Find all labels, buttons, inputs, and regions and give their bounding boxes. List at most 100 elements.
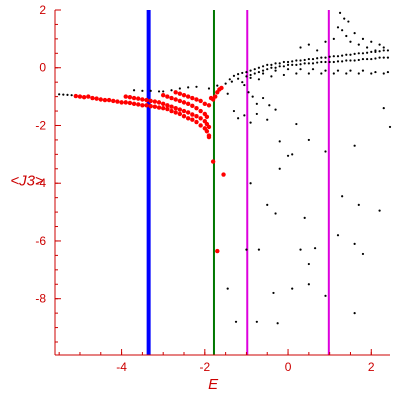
data-point [152, 99, 158, 104]
data-point [274, 62, 277, 65]
data-point [249, 73, 252, 77]
data-point [237, 72, 240, 76]
data-point [299, 63, 302, 66]
data-point [349, 69, 352, 72]
data-point [141, 89, 144, 92]
data-point [215, 248, 220, 254]
data-point [152, 104, 158, 109]
data-point [349, 59, 352, 62]
data-point [378, 209, 381, 212]
data-point [198, 98, 203, 104]
data-point [123, 94, 128, 99]
data-point [266, 63, 269, 66]
data-point [316, 49, 319, 52]
data-point [181, 92, 187, 98]
data-point [336, 234, 340, 237]
data-point [357, 43, 360, 46]
y-tick-label: -4 [35, 176, 46, 190]
data-point [274, 212, 277, 215]
data-point [181, 100, 187, 105]
data-point [357, 203, 360, 206]
data-point [249, 69, 252, 72]
data-point [266, 118, 269, 121]
data-point [261, 65, 265, 68]
data-point [311, 57, 315, 61]
data-point [241, 81, 244, 84]
data-point [361, 57, 365, 61]
data-point [257, 70, 261, 74]
data-point [282, 73, 285, 77]
data-point [286, 63, 290, 66]
data-point [255, 320, 258, 323]
data-point [349, 53, 352, 56]
data-point [156, 105, 162, 110]
data-point [160, 105, 166, 111]
data-point [131, 101, 137, 107]
data-point [245, 70, 248, 74]
data-point [173, 110, 178, 115]
data-point [341, 54, 344, 57]
data-point [194, 119, 199, 125]
data-point [370, 72, 373, 75]
data-point [324, 69, 327, 72]
data-point [251, 95, 254, 98]
data-point [347, 20, 350, 23]
data-point [307, 138, 310, 142]
data-point [324, 150, 327, 153]
data-point [190, 112, 195, 117]
data-point [177, 111, 183, 117]
data-point [194, 114, 199, 119]
data-point [207, 87, 211, 90]
data-point [276, 322, 279, 325]
data-point [378, 50, 381, 53]
data-point [299, 46, 302, 49]
data-point [228, 78, 231, 81]
data-point [345, 53, 348, 56]
data-point [353, 144, 356, 147]
data-point [286, 68, 290, 71]
data-point [345, 34, 348, 38]
data-point [370, 40, 373, 43]
data-point [386, 70, 390, 74]
y-axis-title: <J3> [10, 172, 44, 189]
x-tick-label: -2 [199, 360, 210, 374]
data-point [307, 283, 310, 286]
data-point [140, 103, 145, 108]
data-point [181, 114, 187, 119]
data-point [136, 96, 141, 101]
data-point [295, 63, 298, 66]
data-point [94, 96, 99, 101]
data-point [90, 95, 95, 101]
y-tick-label: -8 [35, 292, 46, 306]
data-point [366, 57, 369, 61]
data-point [255, 112, 258, 116]
data-point [332, 72, 335, 75]
data-point [316, 57, 319, 60]
data-point [70, 94, 73, 97]
data-point [345, 72, 348, 75]
data-point [136, 102, 141, 107]
data-point [123, 100, 128, 105]
data-point [382, 72, 385, 75]
data-point [62, 93, 65, 96]
data-point [353, 242, 356, 245]
data-point [274, 66, 277, 69]
data-point [361, 69, 365, 72]
data-point [156, 100, 162, 105]
data-point [127, 94, 133, 100]
data-point [295, 59, 298, 62]
data-point [190, 95, 195, 101]
data-point [127, 100, 133, 106]
data-point [255, 102, 258, 105]
data-point [278, 140, 281, 143]
data-point [257, 66, 261, 69]
vertical-lines-layer [146, 10, 330, 355]
data-point [332, 37, 335, 40]
axes-layer [54, 10, 390, 356]
data-point [226, 92, 229, 95]
data-point [361, 37, 365, 40]
data-point [216, 84, 219, 87]
data-point [311, 62, 315, 65]
data-point [324, 56, 327, 59]
